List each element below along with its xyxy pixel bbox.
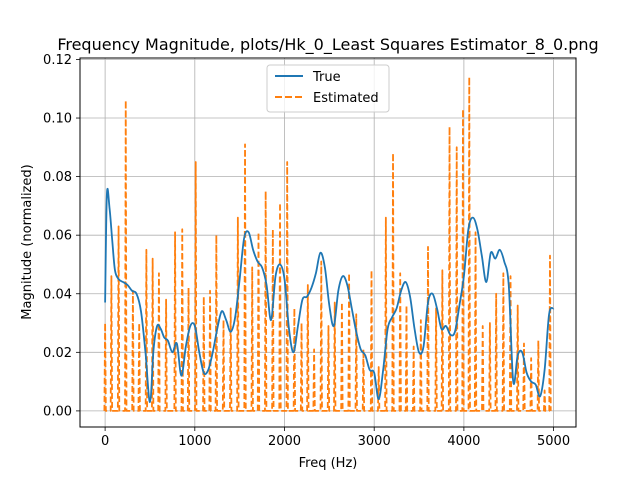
- x-tick-label: 3000: [358, 434, 391, 449]
- y-tick-label: 0.04: [43, 287, 72, 302]
- x-axis: 0 1000 2000 3000 4000 5000: [101, 427, 570, 449]
- x-tick-label: 4000: [447, 434, 480, 449]
- series-estimated: [103, 76, 552, 412]
- series-layer: [103, 76, 555, 412]
- legend-label-true: True: [312, 70, 341, 85]
- legend: True Estimated: [266, 64, 390, 113]
- y-axis: 0.00 0.02 0.04 0.06 0.08 0.10 0.12: [43, 53, 80, 419]
- y-tick-label: 0.08: [43, 170, 72, 185]
- plot-frame: [79, 57, 577, 428]
- legend-label-estimated: Estimated: [313, 91, 379, 106]
- x-axis-label: Freq (Hz): [299, 456, 358, 471]
- x-tick-label: 5000: [537, 434, 570, 449]
- y-tick-label: 0.00: [43, 404, 72, 419]
- chart-title: Frequency Magnitude, plots/Hk_0_Least Sq…: [57, 35, 598, 55]
- x-tick-label: 1000: [178, 434, 211, 449]
- x-tick-label: 2000: [268, 434, 301, 449]
- y-tick-label: 0.02: [43, 346, 72, 361]
- y-tick-label: 0.06: [43, 229, 72, 244]
- y-tick-label: 0.10: [43, 112, 72, 127]
- y-axis-label: Magnitude (normalized): [20, 164, 35, 319]
- y-tick-label: 0.12: [43, 53, 72, 68]
- series-true: [104, 187, 555, 404]
- x-tick-label: 0: [101, 434, 109, 449]
